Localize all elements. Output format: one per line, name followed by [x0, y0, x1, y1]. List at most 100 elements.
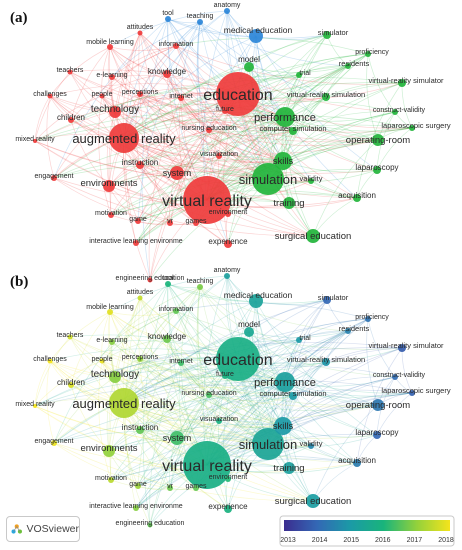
term-label-experience: experience [208, 237, 248, 246]
edge-simulator-model [248, 299, 328, 333]
node-vr [167, 485, 173, 491]
edge-future-system [176, 375, 226, 439]
term-label-visualization: visualization [200, 151, 238, 158]
edge-nursing_education-vr [169, 394, 210, 489]
edge-challenges-engagement [46, 95, 55, 179]
term-label-vr_simulation: virtual-reality simulation [287, 90, 365, 99]
edge-anatomy-augmented_reality [123, 10, 228, 139]
edge-simulator-trial [298, 299, 328, 341]
edge-operating_room-mixed_reality [34, 384, 379, 407]
panel-letter-a: (a) [10, 10, 28, 26]
edge-laparoscopic_surgery-instruction [139, 389, 413, 431]
node-system [170, 166, 184, 180]
edge-construct_validity-skills [282, 376, 396, 427]
node-motivation [108, 477, 114, 483]
node-training [283, 197, 295, 209]
node-virtual_reality [183, 176, 231, 224]
term-label-surgical_education: surgical education [275, 496, 352, 507]
node-attitudes [137, 30, 143, 36]
term-label-environment: environment [209, 474, 248, 481]
term-label-challenges: challenges [33, 91, 67, 98]
edge-trial-augmented_reality [123, 74, 300, 139]
edge-future-laparoscopic_surgery [224, 110, 413, 133]
edge-teaching-e_learning [111, 286, 201, 343]
edge-anatomy-knowledge [166, 10, 228, 75]
node-engineering_education [147, 522, 153, 528]
edge-education-challenges [49, 348, 239, 362]
edge-internet-engineering_education [148, 97, 182, 281]
edge-augmented_reality-skills [123, 402, 284, 428]
edge-augmented_reality-laparoscopy [123, 402, 378, 439]
edge-proficiency-construct_validity [367, 318, 396, 378]
edge-simulation-environments [108, 437, 269, 452]
edge-attitudes-simulation [139, 297, 269, 445]
edge-anatomy-knowledge [166, 275, 228, 340]
node-model [244, 62, 254, 72]
edge-tool-simulator [167, 283, 328, 304]
edge-people-operating_room [101, 95, 379, 143]
node-training [283, 462, 295, 474]
edge-teaching-e_learning [111, 21, 201, 78]
edge-augmented_reality-computer_simulation [123, 395, 294, 411]
edge-teachers-mixed_reality [34, 71, 71, 142]
term-label-mobile_learning: mobile learning [86, 39, 134, 46]
node-environments [103, 445, 115, 457]
term-label-simulator: simulator [318, 28, 349, 37]
edge-performance-environment [227, 381, 286, 480]
term-label-simulation: simulation [239, 172, 298, 187]
node-acquisition [353, 194, 361, 202]
edge-instruction-games [139, 429, 197, 489]
edge-teaching-game [137, 21, 201, 222]
term-label-augmented_reality: augmented reality [72, 131, 176, 146]
edge-teaching-vr_simulation [199, 21, 327, 98]
edge-people-motivation [98, 360, 112, 481]
edge-vr_simulation-environment [227, 96, 327, 215]
edge-future-validity [224, 110, 312, 182]
term-label-mixed_reality: mixed reality [15, 136, 55, 143]
edge-nursing_education-operating_room [208, 129, 379, 147]
node-perceptions [137, 91, 143, 97]
edge-mobile_learning-technology [107, 46, 116, 113]
edge-residents-system [176, 65, 349, 174]
edge-anatomy-mobile_learning [109, 275, 228, 313]
term-label-model: model [238, 55, 260, 64]
term-label-laparoscopy: laparoscopy [355, 163, 398, 172]
edge-construct_validity-skills [282, 111, 396, 162]
node-tool [165, 281, 171, 287]
vosviewer-brand-label: VOSviewer [26, 523, 79, 535]
edge-laparoscopic_surgery-skills [282, 127, 413, 162]
edge-laparoscopic_surgery-augmented_reality [123, 380, 413, 404]
edge-proficiency-operating_room [366, 53, 379, 141]
node-children [68, 117, 74, 123]
edge-performance-augmented_reality [123, 114, 286, 139]
edge-teachers-mixed_reality [34, 336, 71, 407]
edge-attitudes-skills [139, 32, 284, 162]
edge-tool-engagement [53, 18, 169, 179]
edge-proficiency-skills [282, 318, 369, 427]
node-engagement [51, 440, 57, 446]
edge-attitudes-motivation [109, 297, 141, 481]
node-proficiency [365, 316, 371, 322]
edge-augmented_reality-simulation [123, 402, 269, 445]
edge-performance-mixed_reality [34, 376, 286, 407]
node-experience [224, 505, 232, 513]
edge-technology-environments [106, 376, 116, 452]
term-label-attitudes: attitudes [127, 24, 154, 31]
edge-people-operating_room [101, 360, 379, 408]
edge-nursing_education-instruction [139, 394, 210, 431]
node-laparoscopic_surgery [409, 125, 415, 131]
edge-attitudes-nursing_education [139, 297, 210, 396]
term-label-skills: skills [273, 421, 294, 432]
term-label-system: system [163, 433, 192, 443]
edge-technology-skills [114, 376, 284, 427]
edge-education-engagement [53, 93, 239, 179]
edge-augmented_reality-acquisition [123, 402, 358, 464]
term-label-engagement: engagement [35, 438, 74, 445]
node-visualization [216, 418, 222, 424]
node-surgical_education [306, 494, 320, 508]
node-simulator [323, 31, 331, 39]
edge-teaching-internet [180, 286, 201, 364]
edge-education-engagement [53, 358, 239, 444]
vosviewer-logo-icon [11, 524, 22, 534]
term-label-game: game [129, 216, 147, 223]
